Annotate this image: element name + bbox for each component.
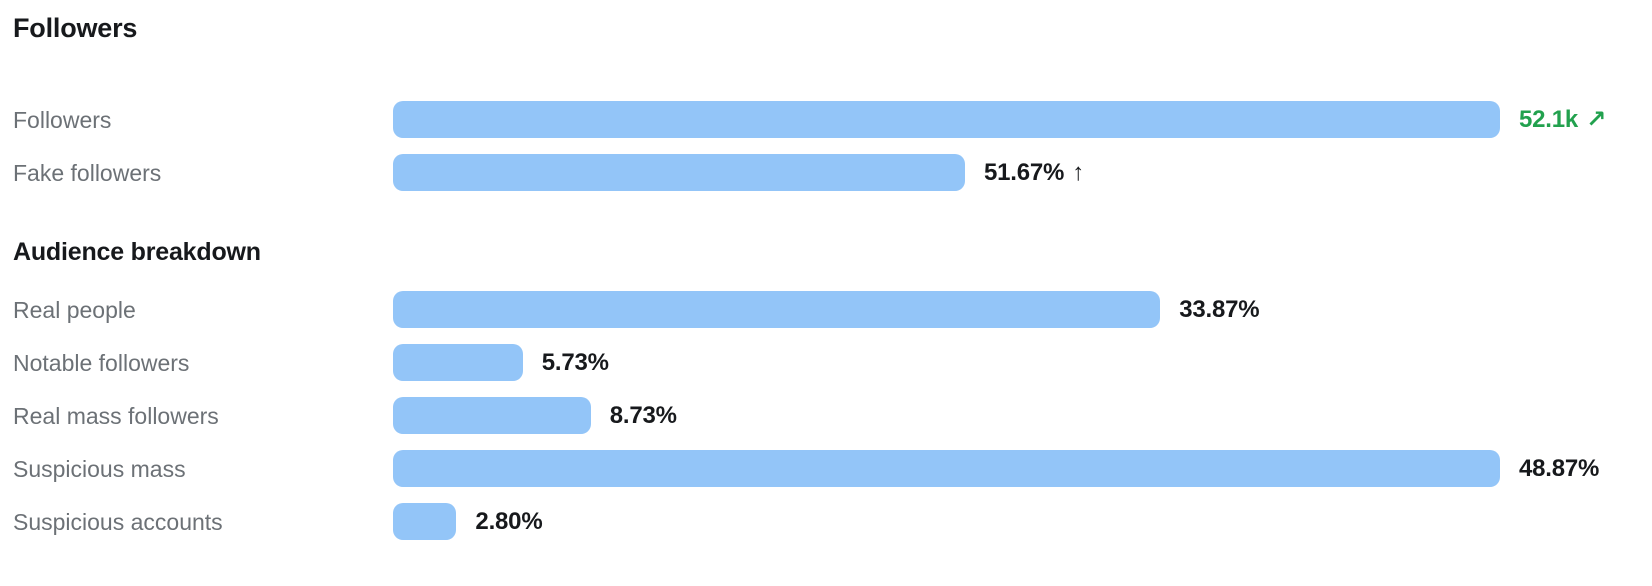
bar-track: 8.73% <box>393 397 1500 434</box>
stat-value: 48.87% <box>1519 455 1599 483</box>
stat-bar <box>393 154 965 191</box>
stat-bar <box>393 450 1500 487</box>
followers-section: Followers 52.1k ↗ Fake followers 51.67% … <box>13 101 1652 191</box>
stat-value-text: 48.87% <box>1519 454 1600 482</box>
trend-arrow-icon: ↑ <box>1072 158 1084 186</box>
audience-breakdown-heading: Audience breakdown <box>13 238 261 266</box>
stat-bar <box>393 101 1500 138</box>
stat-bar <box>393 344 523 381</box>
bar-track: 5.73% <box>393 344 1500 381</box>
bar-track: 52.1k ↗ <box>393 101 1606 138</box>
stat-row: Suspicious mass 48.87% <box>13 450 1652 487</box>
stat-value: 51.67% ↑ <box>984 159 1084 187</box>
stat-row: Followers 52.1k ↗ <box>13 101 1652 138</box>
trend-arrow-icon: ↗ <box>1586 106 1606 133</box>
stat-value: 5.73% <box>542 349 609 377</box>
stat-row: Suspicious accounts 2.80% <box>13 503 1652 540</box>
followers-rows: Followers 52.1k ↗ Fake followers 51.67% … <box>13 101 1652 191</box>
stat-label: Suspicious accounts <box>13 508 223 535</box>
bar-track: 48.87% <box>393 450 1599 487</box>
stat-value-text: 8.73% <box>609 401 677 429</box>
audience-section: Audience breakdown Real people 33.87% No… <box>13 237 1652 540</box>
stat-label: Real mass followers <box>13 402 219 429</box>
audience-rows: Real people 33.87% Notable followers 5.7… <box>13 291 1652 540</box>
stat-value-text: 33.87% <box>1179 295 1260 323</box>
stat-row: Notable followers 5.73% <box>13 344 1652 381</box>
stat-label: Fake followers <box>13 159 162 186</box>
stat-value-text: 5.73% <box>541 348 609 376</box>
stat-value: 8.73% <box>610 402 677 430</box>
bar-track: 2.80% <box>393 503 1500 540</box>
bar-track: 33.87% <box>393 291 1500 328</box>
stat-label: Suspicious mass <box>13 455 186 482</box>
stat-value-text: 52.1k <box>1519 105 1579 133</box>
stat-label: Notable followers <box>13 349 190 376</box>
stat-value-text: 51.67% <box>983 158 1065 186</box>
stat-row: Fake followers 51.67% ↑ <box>13 154 1652 191</box>
bar-track: 51.67% ↑ <box>393 154 1500 191</box>
stat-value-text: 2.80% <box>475 507 543 535</box>
stat-label: Real people <box>13 296 136 323</box>
stat-bar <box>393 397 591 434</box>
stat-bar <box>393 291 1161 328</box>
stat-value: 33.87% <box>1179 296 1259 324</box>
page-title: Followers <box>13 13 138 43</box>
stat-bar <box>393 503 457 540</box>
stat-value: 52.1k ↗ <box>1519 105 1606 134</box>
stat-row: Real mass followers 8.73% <box>13 397 1652 434</box>
stat-value: 2.80% <box>475 508 542 536</box>
stat-label: Followers <box>13 106 112 133</box>
stat-row: Real people 33.87% <box>13 291 1652 328</box>
